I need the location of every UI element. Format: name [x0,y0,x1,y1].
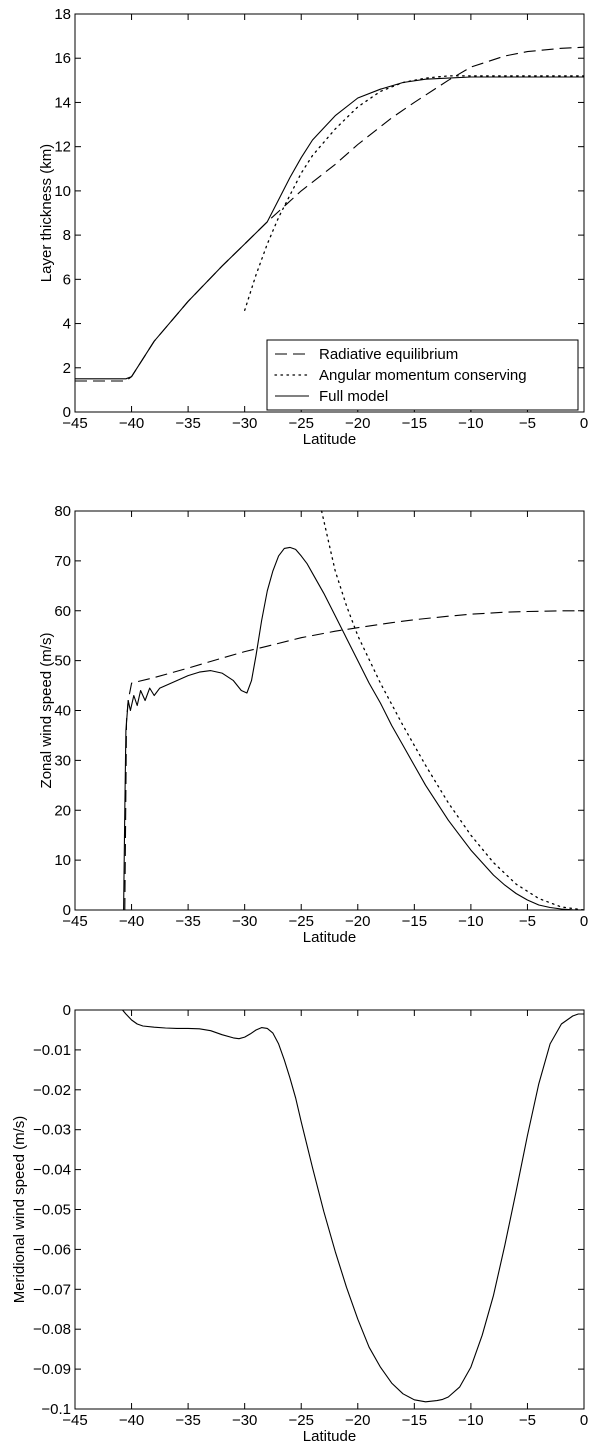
y-tick-label: 10 [54,852,71,869]
x-tick-label: −5 [519,913,536,930]
y-tick-label: 6 [63,271,71,288]
y-tick-label: −0.1 [41,1401,71,1418]
x-tick-label: −15 [402,415,427,432]
series-line-dotted [320,510,584,911]
x-tick-label: −25 [288,1412,313,1429]
x-tick-label: −5 [519,1412,536,1429]
y-tick-label: 30 [54,752,71,769]
x-tick-label: −15 [402,913,427,930]
x-tick-label: −20 [345,913,370,930]
y-tick-label: 80 [54,503,71,520]
series-line-solid [122,1009,584,1403]
plot-frame [74,1009,585,1410]
x-axis-label: Latitude [303,929,356,946]
x-tick-label: 0 [580,1412,588,1429]
y-tick-label: 2 [63,360,71,377]
plot-frame [74,510,585,911]
series-line-dotted [244,75,584,311]
x-tick-label: −35 [175,1412,200,1429]
y-tick-label: 12 [54,139,71,156]
y-tick-label: −0.09 [33,1361,71,1378]
x-tick-label: −20 [345,415,370,432]
y-tick-label: 18 [54,6,71,23]
x-tick-label: −30 [232,1412,257,1429]
x-tick-label: −10 [458,415,483,432]
y-tick-label: −0.03 [33,1122,71,1139]
y-axis-label: Layer thickness (km) [38,144,55,282]
series-line-dashed [124,610,584,911]
x-tick-label: −25 [288,415,313,432]
x-tick-label: −20 [345,1412,370,1429]
y-tick-label: −0.05 [33,1202,71,1219]
y-tick-label: 16 [54,50,71,67]
y-tick-label: −0.04 [33,1162,71,1179]
plot-frame [74,13,585,413]
x-axis-label: Latitude [303,431,356,448]
y-tick-label: −0.02 [33,1082,71,1099]
y-tick-label: 20 [54,802,71,819]
series-line-solid [75,76,584,380]
series-line-solid [123,546,584,911]
y-tick-label: 14 [54,94,71,111]
y-tick-label: 60 [54,603,71,620]
y-tick-label: 40 [54,703,71,720]
y-tick-label: 0 [63,1002,71,1019]
x-tick-label: −40 [119,1412,144,1429]
y-axis-label: Meridional wind speed (m/s) [11,1116,28,1304]
x-tick-label: −35 [175,913,200,930]
thickness-panel: −45 −40 −35 −30 −25 −20 −15 −10 −5 0 0 2 4 6 8 10 12 14 16… [38,6,588,448]
legend-entry-label: Radiative equilibrium [319,346,458,363]
x-axis-label: Latitude [303,1428,356,1445]
y-axis-label: Zonal wind speed (m/s) [38,633,55,789]
y-tick-label: 10 [54,183,71,200]
x-tick-label: −30 [232,415,257,432]
x-tick-label: −25 [288,913,313,930]
x-tick-label: −45 [62,415,87,432]
y-tick-label: 70 [54,553,71,570]
legend-entry-label: Full model [319,388,388,405]
y-tick-label: 8 [63,227,71,244]
zonal-wind-panel: −45 −40 −35 −30 −25 −20 −15 −10 −5 0 0 10 20 30 40 50 60… [38,503,588,946]
y-tick-label: 4 [63,316,71,333]
x-tick-label: −10 [458,913,483,930]
legend: Radiative equilibrium Angular momentum co… [266,339,579,411]
legend-entry-label: Angular momentum conserving [319,367,527,384]
x-tick-label: −40 [119,913,144,930]
x-tick-label: −35 [175,415,200,432]
x-tick-label: −30 [232,913,257,930]
y-tick-label: −0.01 [33,1042,71,1059]
x-tick-label: −15 [402,1412,427,1429]
series-line-dashed [75,46,584,382]
y-tick-label: −0.07 [33,1281,71,1298]
legend-box [266,339,579,411]
x-tick-label: −5 [519,415,536,432]
y-tick-label: 0 [63,404,71,421]
x-tick-label: 0 [580,913,588,930]
x-tick-label: 0 [580,415,588,432]
y-tick-label: −0.08 [33,1321,71,1338]
x-tick-label: −45 [62,1412,87,1429]
y-tick-label: 50 [54,653,71,670]
y-tick-label: −0.06 [33,1241,71,1258]
x-tick-label: −45 [62,913,87,930]
y-tick-label: 0 [63,902,71,919]
x-tick-label: −40 [119,415,144,432]
x-tick-label: −10 [458,1412,483,1429]
meridional-wind-panel: −45 −40 −35 −30 −25 −20 −15 −10 −5 0 −0.1 −0.09 −0.0… [11,1002,588,1445]
